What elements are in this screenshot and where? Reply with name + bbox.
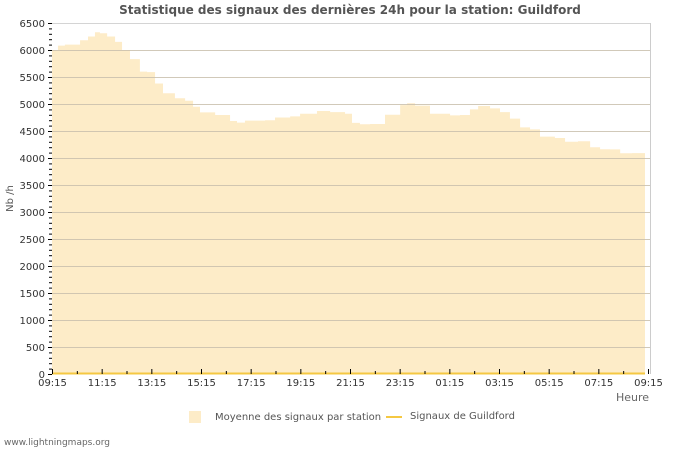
y-tick-label: 1500 (20, 289, 45, 300)
area-swatch-icon (189, 411, 201, 423)
legend-item-guildford: Signaux de Guildford (386, 411, 515, 422)
y-tick-label: 3000 (20, 208, 45, 219)
y-tick-label: 500 (26, 343, 45, 354)
x-tick-label: 09:15 (38, 378, 67, 389)
x-tick-label: 17:15 (237, 378, 266, 389)
y-tick-label: 3500 (20, 181, 45, 192)
x-tick-label: 05:15 (535, 378, 564, 389)
line-swatch-icon (386, 415, 402, 418)
x-tick-label: 19:15 (286, 378, 315, 389)
y-tick-label: 4500 (20, 127, 45, 138)
y-tick-label: 2500 (20, 235, 45, 246)
chart-plot: 0 500 1000 1500 2000 2500 3000 3500 4000 4500 5000… (5, 19, 663, 389)
footer-credit: www.lightningmaps.org (4, 438, 110, 448)
legend-item-average: Moyenne des signaux par station (189, 411, 381, 423)
x-tick-label: 01:15 (435, 378, 464, 389)
x-tick-label: 15:15 (187, 378, 216, 389)
y-tick-label: 4000 (20, 154, 45, 165)
y-tick-label: 0 (39, 370, 45, 381)
x-tick-label: 13:15 (137, 378, 166, 389)
legend-label-average: Moyenne des signaux par station (215, 411, 382, 423)
y-tick-label: 5000 (20, 100, 45, 111)
x-tick-label: 11:15 (88, 378, 117, 389)
x-tick-label: 03:15 (485, 378, 514, 389)
y-axis-title: Nb /h (5, 185, 16, 212)
legend-label-guildford: Signaux de Guildford (410, 411, 515, 422)
x-axis-title: Heure (616, 391, 650, 404)
legend: Moyenne des signaux par station Signaux … (0, 411, 700, 427)
x-tick-label: 07:15 (584, 378, 613, 389)
y-tick-label: 1000 (20, 316, 45, 327)
chart-title: Statistique des signaux des dernières 24… (119, 3, 581, 17)
y-tick-label: 5500 (20, 73, 45, 84)
x-tick-label: 21:15 (336, 378, 365, 389)
x-tick-label: 23:15 (386, 378, 415, 389)
average-area (52, 32, 646, 375)
x-tick-label: 09:15 (634, 378, 663, 389)
y-tick-label: 6500 (20, 19, 45, 30)
y-tick-label: 6000 (20, 46, 45, 57)
y-tick-label: 2000 (20, 262, 45, 273)
